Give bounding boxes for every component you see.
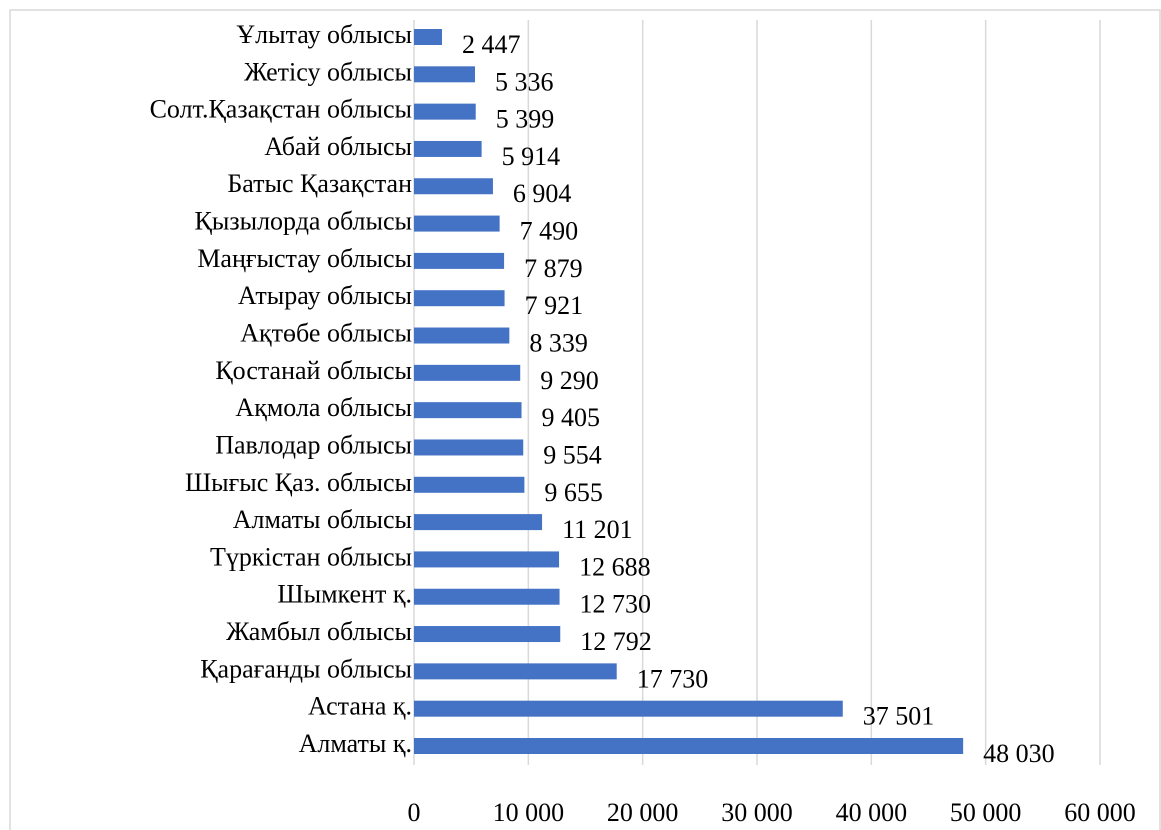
x-tick-label: 40 000 xyxy=(836,798,908,827)
y-tick-label: Жамбыл облысы xyxy=(226,617,412,646)
x-tick-label: 60 000 xyxy=(1064,798,1136,827)
y-tick-label: Маңғыстау облысы xyxy=(197,244,412,273)
value-label: 2 447 xyxy=(462,30,521,59)
value-label: 9 290 xyxy=(540,366,599,395)
y-tick-label: Шығыс Қаз. облысы xyxy=(185,468,412,497)
bar xyxy=(414,252,505,269)
value-label: 12 730 xyxy=(580,590,652,619)
value-label: 6 904 xyxy=(513,179,572,208)
value-label: 5 336 xyxy=(495,67,554,96)
x-tick-label: 0 xyxy=(408,798,421,827)
value-label: 12 792 xyxy=(580,627,652,656)
value-label: 37 501 xyxy=(863,702,935,731)
bar xyxy=(414,66,476,83)
y-tick-label: Батыс Қазақстан xyxy=(227,169,412,198)
y-tick-label: Павлодар облысы xyxy=(215,430,412,459)
bar xyxy=(414,700,843,717)
value-label: 8 339 xyxy=(529,328,588,357)
bar xyxy=(414,402,522,419)
bar xyxy=(414,551,560,568)
bar xyxy=(414,626,561,643)
y-tick-label: Ұлытау облысы xyxy=(236,20,412,49)
y-tick-label: Ақмола облысы xyxy=(235,393,412,422)
bar xyxy=(414,476,525,493)
x-tick-label: 50 000 xyxy=(950,798,1022,827)
value-label: 9 405 xyxy=(542,403,601,432)
bar xyxy=(414,514,543,531)
bar xyxy=(414,29,442,45)
bar xyxy=(414,290,505,307)
y-tick-label: Алматы қ. xyxy=(299,729,412,758)
y-tick-label: Шымкент қ. xyxy=(277,580,412,609)
y-tick-label: Атырау облысы xyxy=(238,281,412,310)
y-tick-label: Астана қ. xyxy=(308,692,412,721)
bar xyxy=(414,738,964,754)
x-tick-label: 30 000 xyxy=(721,798,793,827)
y-tick-label: Қызылорда облысы xyxy=(195,207,412,236)
bar xyxy=(414,663,617,680)
value-label: 9 655 xyxy=(544,478,603,507)
y-tick-label: Қарағанды облысы xyxy=(200,654,412,683)
bar xyxy=(414,178,493,195)
bar xyxy=(414,327,510,344)
x-tick-label: 20 000 xyxy=(607,798,679,827)
y-tick-label: Жетісу облысы xyxy=(244,57,412,86)
value-label: 11 201 xyxy=(562,515,633,544)
value-label: 5 399 xyxy=(496,105,555,134)
y-tick-label: Түркістан облысы xyxy=(210,542,412,571)
value-label: 12 688 xyxy=(579,552,651,581)
bar xyxy=(414,588,560,605)
bar xyxy=(414,103,476,120)
chart-border xyxy=(9,9,1161,830)
y-tick-label: Солт.Қазақстан облысы xyxy=(150,95,412,124)
value-label: 7 879 xyxy=(524,254,583,283)
value-label: 48 030 xyxy=(983,739,1055,768)
y-tick-label: Ақтөбе облысы xyxy=(240,318,412,347)
value-label: 17 730 xyxy=(637,664,709,693)
x-tick-label: 10 000 xyxy=(493,798,565,827)
value-label: 9 554 xyxy=(543,440,602,469)
value-label: 5 914 xyxy=(502,142,560,171)
value-label: 7 490 xyxy=(520,217,579,246)
bar xyxy=(414,439,524,456)
value-label: 7 921 xyxy=(525,291,584,320)
bar xyxy=(414,140,482,157)
bar xyxy=(414,215,500,232)
y-tick-label: Қостанай облысы xyxy=(215,356,412,385)
bar xyxy=(414,364,521,381)
y-tick-label: Абай облысы xyxy=(264,132,412,161)
y-tick-label: Алматы облысы xyxy=(233,505,412,534)
